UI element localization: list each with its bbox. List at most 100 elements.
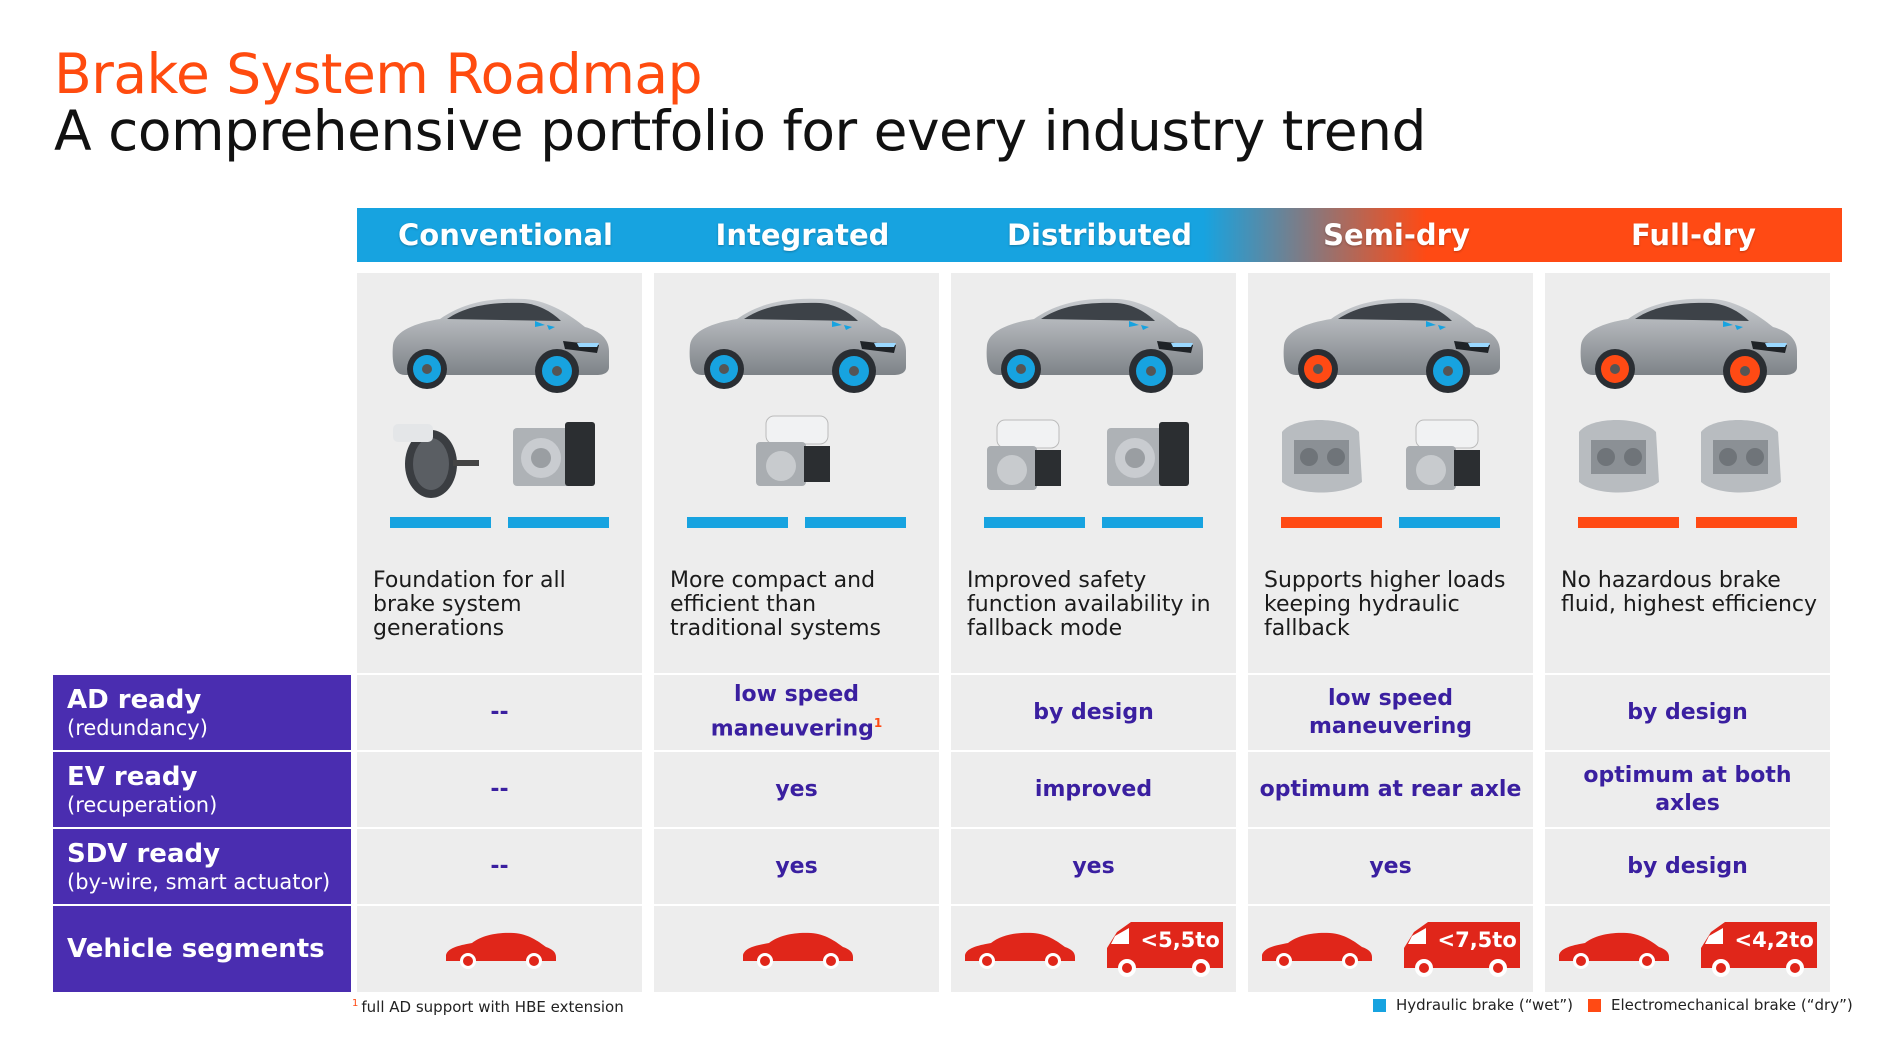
concept-card-full-dry: No hazardous brake fluid, highest effici…: [1545, 273, 1830, 673]
row-value: --: [357, 829, 642, 904]
page-title: Brake System Roadmap: [54, 42, 703, 106]
brake-type-bars: [687, 517, 907, 529]
car-illustration: [1580, 298, 1797, 393]
brake-type-bar: [1281, 517, 1382, 528]
brake-components-image: [987, 419, 1189, 490]
row-value-text: yes: [1072, 853, 1115, 879]
footnote-text: full AD support with HBE extension: [361, 998, 624, 1016]
row-value-text: yes: [1369, 853, 1412, 879]
legend-label: Electromechanical brake (“dry”): [1611, 996, 1853, 1014]
van-icon: <4,2to: [1695, 918, 1821, 980]
passenger-car-icon: [1558, 932, 1669, 969]
row-title: EV ready: [67, 762, 198, 792]
vehicle-segment-cell: <4,2to: [1545, 906, 1830, 992]
concept-description: Improved safety function availability in…: [967, 568, 1211, 641]
row-title: AD ready: [67, 685, 202, 715]
row-value-text: --: [490, 699, 509, 725]
vehicle-segment-cell: [357, 906, 642, 992]
row-title: SDV ready: [67, 839, 221, 869]
legend-swatch-hydraulic: [1373, 998, 1386, 1012]
brake-type-bar: [805, 517, 906, 528]
row-value: optimum at rear axle: [1248, 752, 1533, 827]
column-header-full-dry: Full-dry: [1631, 218, 1756, 252]
brake-type-bar: [508, 517, 609, 528]
legend-swatch-electromech: [1588, 998, 1601, 1012]
row-subtitle: (redundancy): [67, 716, 208, 740]
passenger-car-icon: [445, 932, 556, 969]
column-header-semi-dry: Semi-dry: [1323, 218, 1470, 252]
van-weight-label: <7,5to: [1437, 928, 1517, 952]
row-value-text: by design: [1033, 699, 1154, 725]
concept-card-integrated: More compact and efficient than traditio…: [654, 273, 939, 673]
vehicle-segment-cell: <7,5to: [1248, 906, 1533, 992]
row-value-text: by design: [1627, 853, 1748, 879]
row-value-text: --: [490, 853, 509, 879]
brake-type-bar: [1578, 517, 1679, 528]
row-value-text: low speed maneuvering: [710, 682, 874, 742]
concept-card-semi-dry: Supports higher loads keeping hydraulic …: [1248, 273, 1533, 673]
row-subtitle: (by-wire, smart actuator): [67, 870, 331, 894]
row-title: Vehicle segments: [67, 934, 325, 964]
row-value: yes: [951, 829, 1236, 904]
legend-item-hydraulic: Hydraulic brake (“wet”): [1373, 996, 1573, 1014]
brake-components-image: [1579, 420, 1781, 493]
brake-type-bars: [1281, 517, 1501, 529]
vehicle-segment-cell: <5,5to: [951, 906, 1236, 992]
row-value-text: optimum at rear axle: [1259, 776, 1522, 802]
row-value: yes: [654, 829, 939, 904]
brake-components-image: [393, 422, 595, 498]
concept-card-conventional: Foundation for all brake system generati…: [357, 273, 642, 673]
row-value: improved: [951, 752, 1236, 827]
passenger-car-icon: [1261, 932, 1372, 969]
row-value: low speed maneuvering1: [654, 675, 939, 750]
brake-type-bar: [1696, 517, 1797, 528]
row-value-text: --: [490, 776, 509, 802]
brake-type-bar: [1102, 517, 1203, 528]
brake-type-bars: [390, 517, 610, 529]
row-value: by design: [1545, 675, 1830, 750]
brake-components-image: [756, 415, 830, 486]
column-header-integrated: Integrated: [715, 218, 890, 252]
row-value: optimum at both axles: [1545, 752, 1830, 827]
row-value: by design: [951, 675, 1236, 750]
row-value-text: yes: [775, 853, 818, 879]
row-value: by design: [1545, 829, 1830, 904]
van-icon: <7,5to: [1398, 918, 1524, 980]
row-label-ev-ready: EV ready (recuperation): [53, 752, 351, 827]
row-value: yes: [654, 752, 939, 827]
row-value: yes: [1248, 829, 1533, 904]
row-subtitle: (recuperation): [67, 793, 218, 817]
concept-card-distributed: Improved safety function availability in…: [951, 273, 1236, 673]
brake-type-bar: [1399, 517, 1500, 528]
passenger-car-icon: [742, 932, 853, 969]
row-value: --: [357, 752, 642, 827]
page-subtitle: A comprehensive portfolio for every indu…: [54, 99, 1426, 163]
concept-description: More compact and efficient than traditio…: [670, 568, 881, 641]
legend-label: Hydraulic brake (“wet”): [1396, 996, 1574, 1014]
concept-description: No hazardous brake fluid, highest effici…: [1561, 568, 1818, 617]
van-weight-label: <4,2to: [1734, 928, 1814, 952]
footnote-mark: 1: [873, 716, 883, 731]
row-label-vehicle-segments: Vehicle segments: [53, 906, 351, 992]
brake-components-image: [1282, 419, 1480, 493]
row-value-text: optimum at both axles: [1583, 762, 1792, 816]
brake-type-bars: [1578, 517, 1798, 529]
car-illustration: [392, 298, 609, 393]
row-value: low speed maneuvering: [1248, 675, 1533, 750]
row-value-text: low speed maneuvering: [1308, 685, 1473, 739]
column-header-band: Conventional Integrated Distributed Semi…: [357, 208, 1842, 262]
row-label-sdv-ready: SDV ready (by-wire, smart actuator): [53, 829, 351, 904]
vehicle-segment-cell: [654, 906, 939, 992]
brake-type-bar: [984, 517, 1085, 528]
column-header-distributed: Distributed: [1006, 218, 1193, 252]
column-header-conventional: Conventional: [398, 218, 613, 252]
concept-description: Foundation for all brake system generati…: [373, 568, 566, 641]
car-illustration: [689, 298, 906, 393]
brake-type-bar: [687, 517, 788, 528]
van-icon: <5,5to: [1101, 918, 1227, 980]
car-illustration: [986, 298, 1203, 393]
passenger-car-icon: [964, 932, 1075, 969]
footnote: 1 full AD support with HBE extension: [352, 998, 624, 1016]
concept-description: Supports higher loads keeping hydraulic …: [1264, 568, 1506, 641]
row-value-text: yes: [775, 776, 818, 802]
